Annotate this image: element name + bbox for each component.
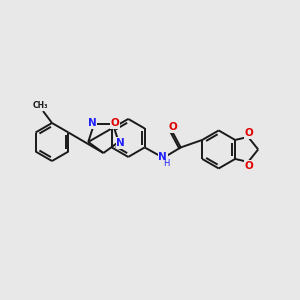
Text: H: H [164,159,170,168]
Text: O: O [245,128,254,138]
Text: N: N [116,138,125,148]
Text: CH₃: CH₃ [32,101,48,110]
Text: N: N [158,152,167,162]
Text: O: O [110,118,119,128]
Text: O: O [245,161,254,171]
Text: O: O [168,122,177,132]
Text: N: N [88,118,96,128]
